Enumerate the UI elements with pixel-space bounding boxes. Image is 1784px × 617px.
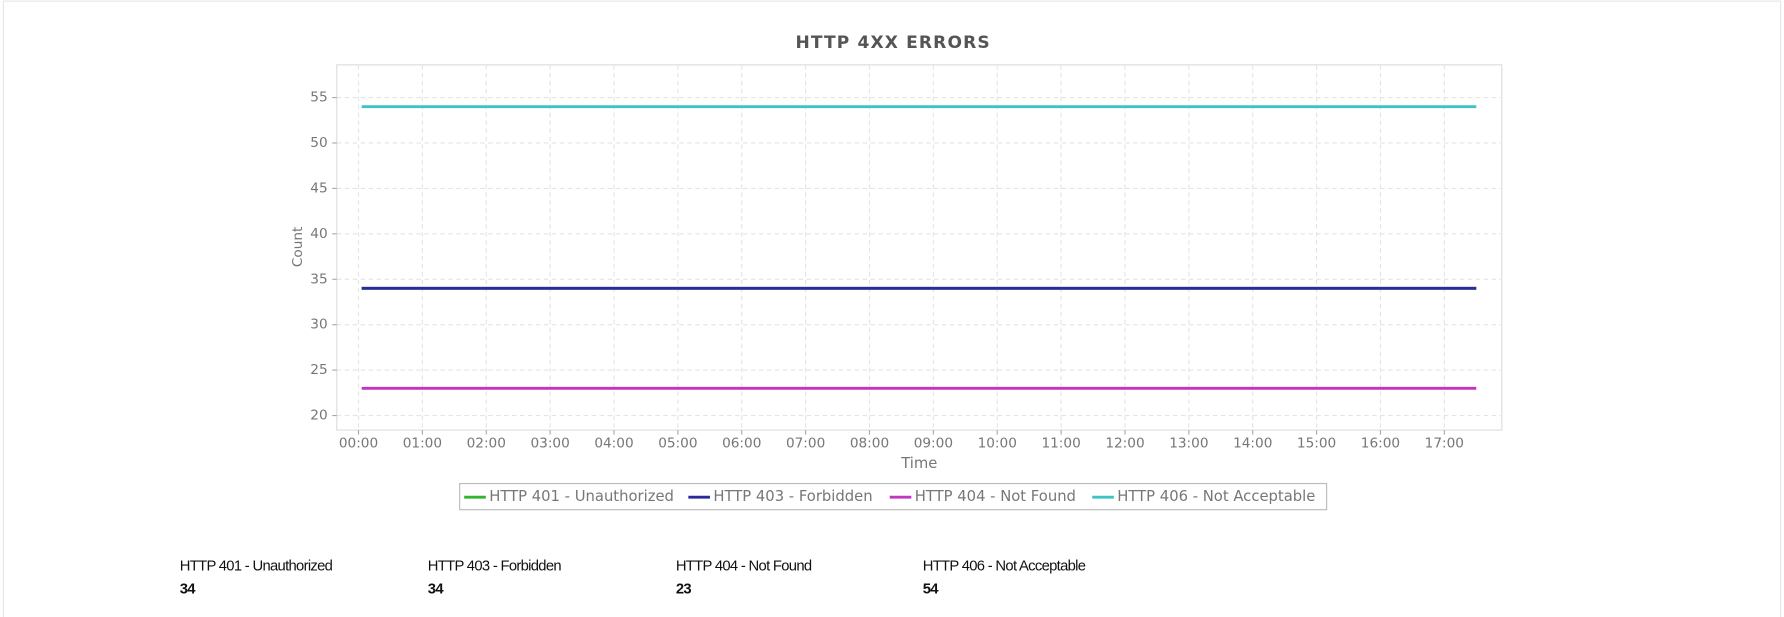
y-tick-label: 45 (310, 180, 327, 196)
x-tick-label: 06:00 (722, 436, 761, 452)
legend-label: HTTP 406 - Not Acceptable (1117, 488, 1315, 505)
summary-label: HTTP 401 - Unauthorized (180, 559, 333, 575)
y-axis-label: Count (290, 226, 306, 267)
x-tick-label: 09:00 (914, 436, 953, 452)
x-axis-label: Time (900, 455, 937, 472)
x-tick-label: 07:00 (786, 436, 825, 452)
legend-label: HTTP 401 - Unauthorized (489, 488, 674, 505)
y-tick-label: 40 (310, 226, 327, 242)
summary-label: HTTP 406 - Not Acceptable (923, 559, 1086, 575)
legend-label: HTTP 404 - Not Found (915, 488, 1076, 505)
x-tick-label: 01:00 (403, 436, 442, 452)
summary-label: HTTP 404 - Not Found (676, 559, 812, 575)
x-tick-label: 13:00 (1169, 436, 1208, 452)
y-tick-label: 25 (310, 362, 327, 378)
x-tick-label: 03:00 (530, 436, 569, 452)
legend-label: HTTP 403 - Forbidden (713, 488, 872, 505)
x-tick-label: 00:00 (339, 436, 378, 452)
x-tick-label: 02:00 (467, 436, 506, 452)
summary-value: 34 (428, 581, 445, 597)
x-tick-label: 14:00 (1233, 436, 1272, 452)
x-tick-label: 05:00 (658, 436, 697, 452)
x-tick-label: 04:00 (594, 436, 633, 452)
x-tick-label: 12:00 (1105, 436, 1144, 452)
summary-value: 34 (180, 581, 197, 597)
summary-value: 54 (923, 581, 940, 597)
x-tick-label: 16:00 (1361, 436, 1400, 452)
y-tick-label: 50 (310, 135, 327, 151)
y-tick-label: 30 (310, 317, 327, 333)
y-tick-label: 35 (310, 271, 327, 287)
x-tick-label: 08:00 (850, 436, 889, 452)
summary-label: HTTP 403 - Forbidden (428, 559, 562, 575)
x-tick-label: 10:00 (978, 436, 1017, 452)
y-tick-label: 55 (310, 90, 327, 106)
plot-area (336, 64, 1503, 431)
chart-title: HTTP 4XX ERRORS (795, 33, 990, 53)
summary-value: 23 (676, 581, 692, 597)
x-tick-label: 11:00 (1041, 436, 1080, 452)
x-tick-label: 17:00 (1425, 436, 1464, 452)
y-tick-label: 20 (310, 408, 327, 424)
x-tick-label: 15:00 (1297, 436, 1336, 452)
